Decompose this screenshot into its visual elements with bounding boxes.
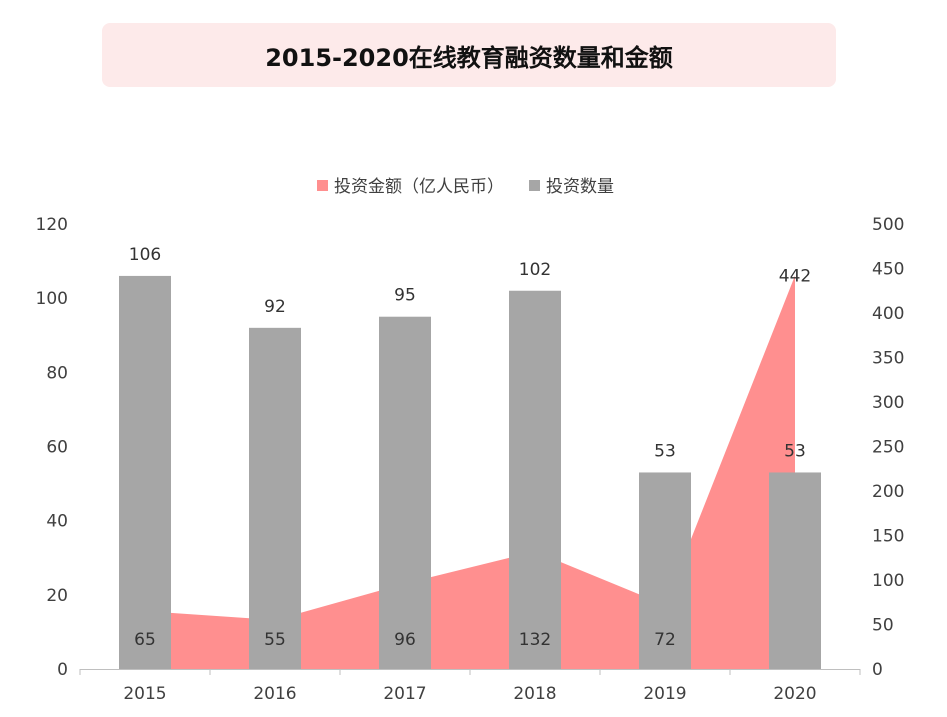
y-right-tick-label: 100	[872, 571, 904, 591]
bar-2018	[509, 290, 561, 669]
y-left-tick-label: 120	[36, 215, 68, 235]
bar-value-label-2015: 106	[129, 245, 161, 265]
y-right-tick-label: 150	[872, 527, 904, 547]
bar-2017	[379, 316, 431, 669]
title-banner: 2015-2020在线教育融资数量和金额	[102, 23, 836, 87]
legend-label-count: 投资数量	[546, 177, 614, 197]
area-value-label-2020: 442	[779, 267, 811, 287]
y-left-tick-label: 100	[36, 289, 68, 309]
area-value-label-2019: 72	[654, 630, 676, 650]
bar-value-label-2018: 102	[519, 260, 551, 280]
y-right-tick-label: 50	[872, 616, 894, 636]
y-right-tick-label: 400	[872, 304, 904, 324]
area-value-label-2017: 96	[394, 630, 416, 650]
x-tick-label-2020: 2020	[773, 684, 816, 704]
bar-2015	[119, 275, 171, 669]
area-value-label-2016: 55	[264, 630, 286, 650]
y-left-tick-label: 80	[46, 363, 68, 383]
x-tick-label-2019: 2019	[643, 684, 686, 704]
y-left-tick-label: 40	[46, 512, 68, 532]
y-left-tick-label: 60	[46, 438, 68, 458]
bar-2020	[769, 472, 821, 669]
bar-value-label-2017: 95	[394, 286, 416, 306]
area-value-label-2015: 65	[134, 630, 156, 650]
amount-area	[145, 275, 795, 669]
y-left-tick-label: 0	[57, 660, 68, 680]
legend-swatch-count	[529, 180, 540, 191]
bar-value-label-2020: 53	[784, 441, 806, 461]
y-right-tick-label: 300	[872, 393, 904, 413]
legend-label-amount: 投资金额（亿人民币）	[334, 177, 504, 197]
y-right-tick-label: 500	[872, 215, 904, 235]
bar-2019	[639, 472, 691, 669]
y-right-tick-label: 0	[872, 660, 883, 680]
y-right-tick-label: 350	[872, 349, 904, 369]
y-left-tick-label: 20	[46, 586, 68, 606]
area-value-label-2018: 132	[519, 630, 551, 650]
y-right-tick-label: 200	[872, 482, 904, 502]
x-tick-label-2016: 2016	[253, 684, 296, 704]
bar-value-label-2016: 92	[264, 297, 286, 317]
bar-value-label-2019: 53	[654, 441, 676, 461]
chart-title: 2015-2020在线教育融资数量和金额	[265, 43, 673, 72]
bar-2016	[249, 327, 301, 669]
x-tick-label-2017: 2017	[383, 684, 426, 704]
y-right-tick-label: 450	[872, 260, 904, 280]
x-tick-label-2018: 2018	[513, 684, 556, 704]
x-tick-label-2015: 2015	[123, 684, 166, 704]
y-right-tick-label: 250	[872, 438, 904, 458]
legend-swatch-amount	[317, 180, 328, 191]
